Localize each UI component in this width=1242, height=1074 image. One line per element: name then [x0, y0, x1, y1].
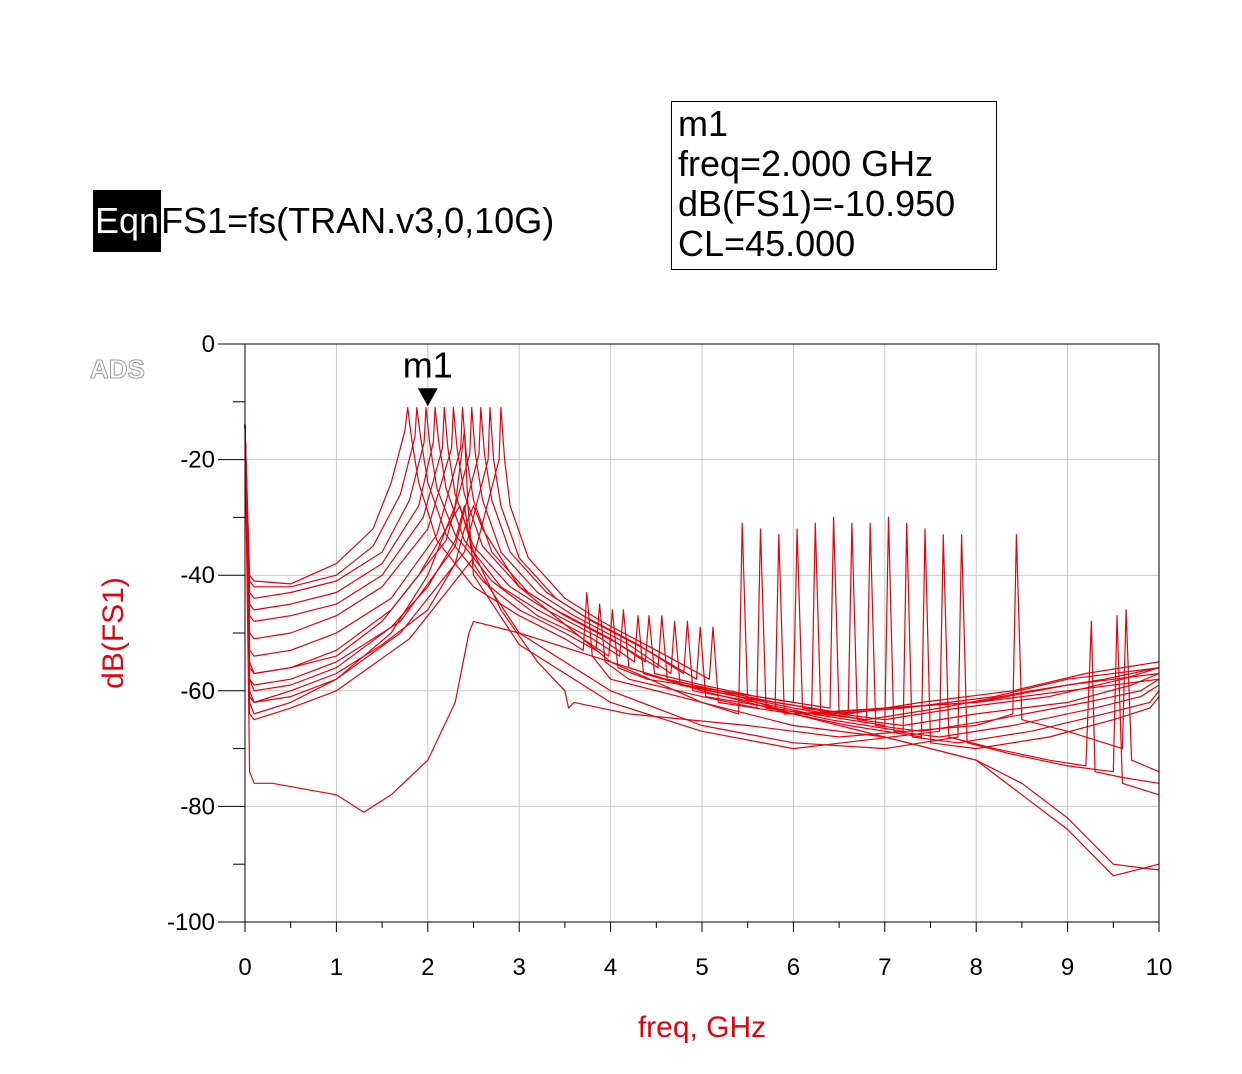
x-tick-label: 9: [1061, 954, 1074, 981]
eqn-tag: Eqn: [93, 190, 162, 252]
y-tick-label: -60: [180, 678, 215, 705]
trace-line-16: [244, 424, 1160, 871]
marker-readout-name: m1: [678, 103, 729, 144]
x-tick-label: 2: [421, 954, 434, 981]
trace-line-5: [244, 407, 1160, 721]
marker-m1[interactable]: m1: [403, 344, 453, 407]
y-tick-label: -100: [167, 909, 215, 936]
axis-ticks: [218, 343, 1160, 932]
x-tick-label: 4: [604, 954, 617, 981]
trace-line-14: [244, 424, 1160, 773]
trace-line-12: [244, 424, 1160, 784]
y-tick-label: -80: [180, 793, 215, 820]
x-tick-label: 8: [970, 954, 983, 981]
x-tick-label: 7: [878, 954, 891, 981]
trace-line-13: [244, 424, 1160, 796]
x-tick-label: 3: [513, 954, 526, 981]
x-axis-label: freq, GHz: [638, 1011, 766, 1044]
y-tick-label: -40: [180, 562, 215, 589]
x-tick-label: 1: [330, 954, 343, 981]
marker-readout-value: dB(FS1)=-10.950: [678, 183, 956, 224]
marker-readout-param: CL=45.000: [678, 223, 856, 264]
x-tick-label: 5: [695, 954, 708, 981]
marker-readout-freq: freq=2.000 GHz: [678, 143, 934, 184]
plot-frame: [244, 343, 1160, 923]
x-tick-label: 0: [238, 954, 251, 981]
marker-triangle: [417, 388, 438, 407]
equation-label: Eqn FS1=fs(TRAN.v3,0,10G): [93, 190, 554, 252]
x-tick-label: 10: [1146, 954, 1173, 981]
tick-labels: 0 1 2 3 4 5 6 7 8 9 10 0 -20 -40 -60 -80 -100: [167, 331, 1172, 981]
trace-line-15: [244, 424, 1160, 877]
ads-watermark: ADS: [90, 354, 145, 384]
marker-readout-box[interactable]: m1 freq=2.000 GHz dB(FS1)=-10.950 CL=45.…: [671, 101, 997, 270]
y-tick-label: -20: [180, 447, 215, 474]
trace-line-11: [244, 407, 1160, 750]
trace-group: [244, 407, 1160, 877]
trace-line-7: [244, 407, 1160, 727]
trace-line-6: [244, 407, 1160, 721]
trace-line-10: [244, 407, 1160, 744]
x-tick-label: 6: [787, 954, 800, 981]
trace-line-8: [244, 407, 1160, 732]
marker-label: m1: [403, 344, 453, 385]
y-tick-label: 0: [202, 331, 215, 358]
equation-text: FS1=fs(TRAN.v3,0,10G): [161, 200, 555, 241]
trace-line-3: [244, 407, 1160, 715]
y-axis-label: dB(FS1): [97, 577, 130, 689]
